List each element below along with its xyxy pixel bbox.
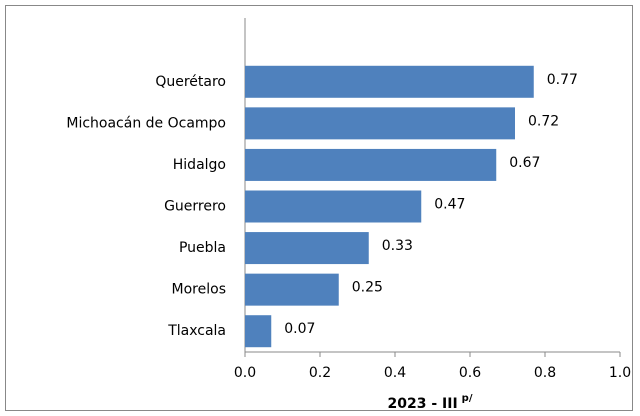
bar <box>245 65 534 98</box>
x-tick-label: 0.0 <box>234 365 256 381</box>
data-label: 0.47 <box>434 197 465 213</box>
y-tick-label: Tlaxcala <box>167 323 226 339</box>
x-axis-label-text: 2023 - III <box>388 396 458 412</box>
x-tick-label: 0.8 <box>534 365 556 381</box>
x-axis-label-superscript: p/ <box>462 393 473 404</box>
y-tick-label: Michoacán de Ocampo <box>66 115 226 131</box>
y-tick-label: Guerrero <box>164 199 226 215</box>
x-axis-label: 2023 - III p/ <box>388 393 473 412</box>
data-label: 0.07 <box>284 321 315 337</box>
x-tick-label: 0.2 <box>309 365 331 381</box>
x-tick-label: 1.0 <box>609 365 631 381</box>
bar <box>245 107 515 140</box>
y-tick-label: Querétaro <box>155 74 226 90</box>
y-tick-label: Puebla <box>179 240 226 256</box>
x-tick-label: 0.6 <box>459 365 481 381</box>
data-label: 0.72 <box>528 113 559 129</box>
bar <box>245 148 497 181</box>
bar <box>245 190 422 223</box>
bar <box>245 315 272 348</box>
data-label: 0.33 <box>382 238 413 254</box>
data-label: 0.25 <box>352 280 383 296</box>
data-label: 0.77 <box>547 72 578 88</box>
bar <box>245 232 369 265</box>
bar <box>245 273 339 306</box>
chart-border <box>5 5 633 411</box>
y-tick-label: Morelos <box>172 282 226 298</box>
x-tick-label: 0.4 <box>384 365 406 381</box>
data-label: 0.67 <box>509 155 540 171</box>
y-tick-label: Hidalgo <box>173 157 226 173</box>
